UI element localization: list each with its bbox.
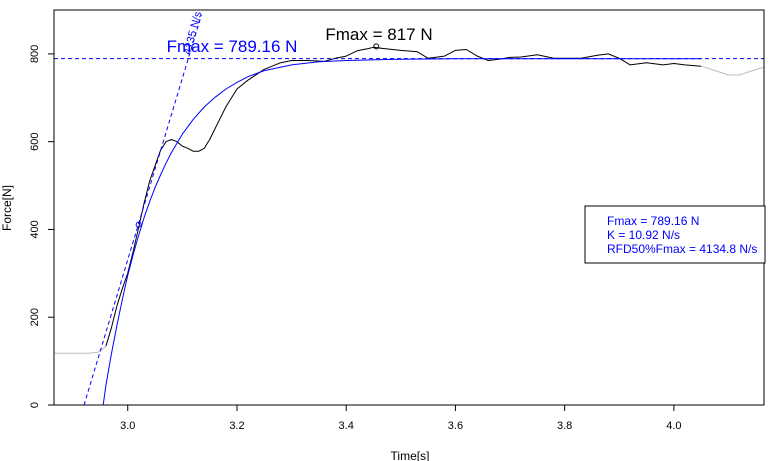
y-axis: 0 200 400 600 800 [29, 45, 54, 408]
x-axis: 3.0 3.2 3.4 3.6 3.8 4.0 [120, 405, 682, 432]
legend-line-k: K = 10.92 N/s [607, 228, 680, 242]
y-tick-label: 400 [29, 220, 41, 238]
x-tick-label: 3.2 [229, 420, 244, 432]
series-layer [54, 14, 764, 405]
rfd50-point-marker [135, 221, 142, 228]
legend-box: Fmax = 789.16 N K = 10.92 N/s RFD50%Fmax… [584, 205, 766, 264]
raw-force-series-post [701, 65, 764, 76]
rfd-tangent-line [83, 14, 202, 405]
y-tick-label: 0 [29, 402, 41, 408]
y-axis-label: Force[N] [0, 185, 14, 231]
legend-line-rfd: RFD50%Fmax = 4134.8 N/s [607, 242, 757, 256]
y-tick-label: 800 [29, 45, 41, 63]
y-tick-label: 200 [29, 308, 41, 326]
fmax-raw-annotation: Fmax = 817 N [325, 25, 432, 44]
x-tick-label: 3.6 [448, 420, 463, 432]
legend-line-fmax: Fmax = 789.16 N [607, 214, 699, 228]
fmax-fit-annotation: Fmax = 789.16 N [167, 37, 298, 56]
raw-force-series [105, 46, 702, 347]
x-tick-label: 4.0 [666, 420, 681, 432]
y-tick-label: 600 [29, 132, 41, 150]
fmax-raw-point-marker [373, 43, 380, 50]
x-tick-label: 3.0 [120, 420, 135, 432]
x-tick-label: 3.4 [339, 420, 354, 432]
x-axis-label: Time[s] [391, 449, 430, 461]
raw-force-series-pre [54, 345, 107, 354]
x-tick-label: 3.8 [557, 420, 572, 432]
